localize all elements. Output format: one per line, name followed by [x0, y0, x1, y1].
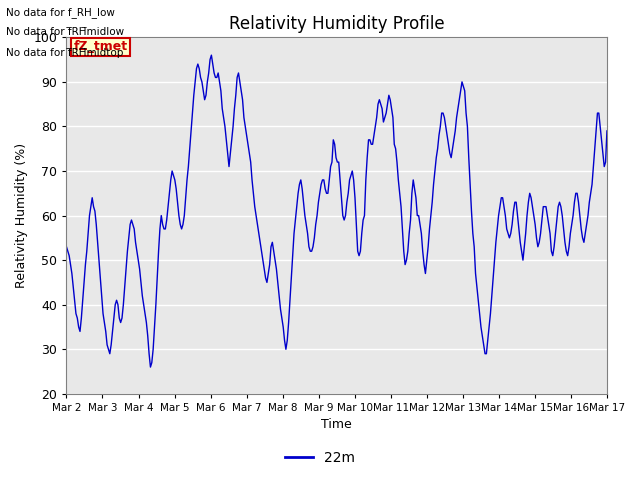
- Legend: 22m: 22m: [280, 445, 360, 471]
- Text: No data for f_RH_low: No data for f_RH_low: [6, 7, 115, 18]
- Text: No data for f̅RH̅midlow: No data for f̅RH̅midlow: [6, 27, 125, 37]
- Text: No data for f̅RH̅midtop: No data for f̅RH̅midtop: [6, 48, 124, 58]
- X-axis label: Time: Time: [321, 419, 352, 432]
- Text: fZ_tmet: fZ_tmet: [74, 40, 127, 53]
- Y-axis label: Relativity Humidity (%): Relativity Humidity (%): [15, 143, 28, 288]
- Title: Relativity Humidity Profile: Relativity Humidity Profile: [229, 15, 445, 33]
